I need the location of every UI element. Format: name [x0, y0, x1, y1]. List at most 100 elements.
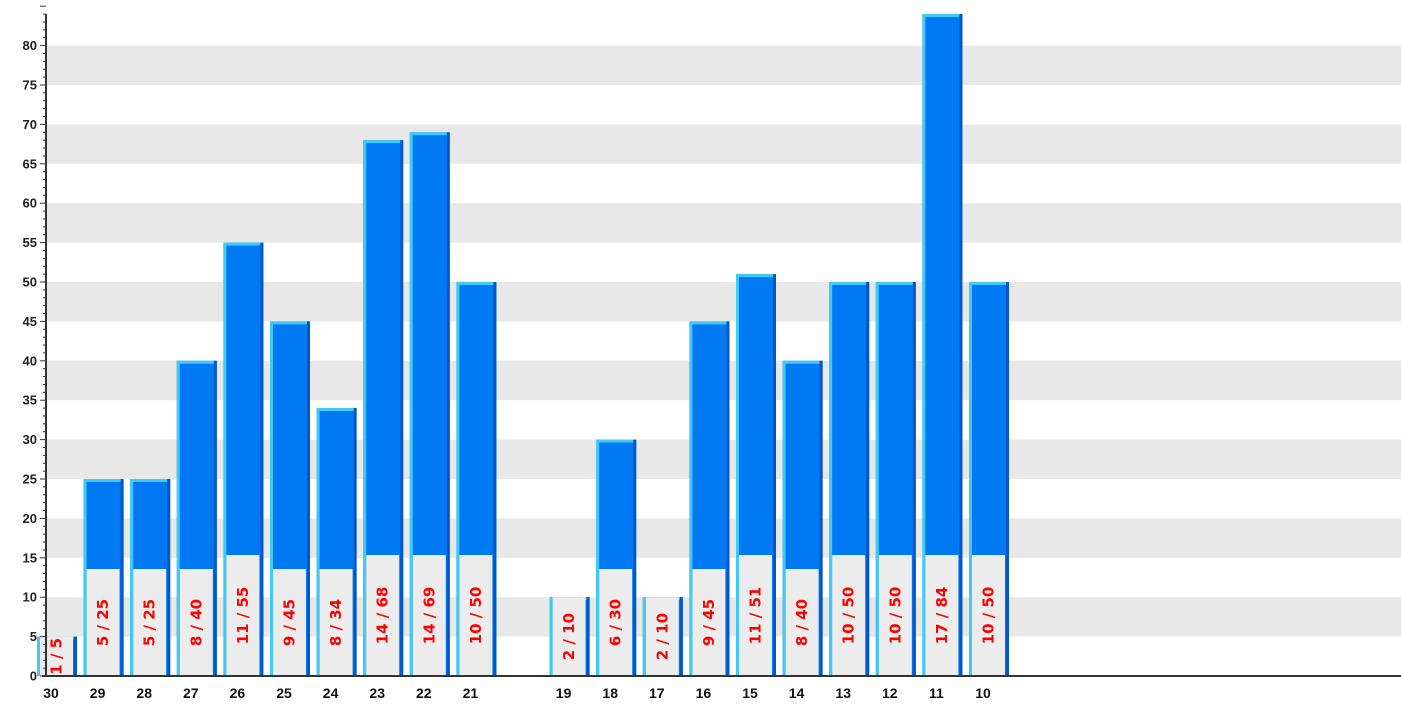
- bar-label-box: [645, 597, 679, 676]
- y-tick-label: 0: [30, 669, 37, 684]
- bar-label-box: [832, 555, 866, 676]
- y-tick-label: 70: [23, 117, 37, 132]
- y-tick-label: 20: [23, 511, 37, 526]
- bar-group: 8 / 40: [176, 360, 217, 676]
- bar-group: 10 / 50: [875, 282, 916, 676]
- axes: [40, 5, 1401, 677]
- bar-left-edge: [689, 321, 693, 676]
- bar-value-label: 5 / 25: [141, 599, 159, 646]
- bar-left-edge: [37, 636, 40, 676]
- bar-value-label: 17 / 84: [933, 587, 951, 645]
- x-tick-label: 24: [323, 685, 339, 701]
- bar-top-edge: [829, 282, 870, 285]
- x-tick-label: 10: [975, 685, 991, 701]
- bar-label-box: [878, 555, 912, 676]
- bar-group: 9 / 45: [689, 321, 730, 676]
- bars: 1 / 5 5 / 25 5 / 25 8 / 40 11 / 55 9 / 45 8 / …: [37, 14, 1009, 676]
- bar-top-edge: [969, 282, 1009, 285]
- y-tick-label: 65: [23, 156, 37, 171]
- bar-label-box: [739, 555, 772, 676]
- bar-right-edge: [446, 132, 450, 676]
- bar-right-edge: [400, 140, 404, 676]
- bar-left-edge: [922, 14, 926, 676]
- grid-band: [46, 282, 1401, 322]
- bar-left-edge: [782, 360, 786, 676]
- bar-left-edge: [456, 282, 460, 676]
- bar-right-edge: [120, 479, 124, 676]
- x-tick-label: 21: [463, 685, 479, 701]
- bar-top-edge: [782, 360, 823, 364]
- bar-right-edge: [493, 282, 497, 676]
- bar-value-label: 10 / 50: [840, 587, 858, 645]
- bar-label-box: [179, 569, 213, 676]
- bar-right-edge: [74, 636, 77, 676]
- bar-right-edge: [773, 274, 776, 676]
- bar-value-label: 2 / 10: [560, 613, 578, 660]
- y-tick-label: 80: [23, 38, 37, 53]
- bar-top-edge: [875, 282, 916, 285]
- bar-group: 8 / 40: [782, 360, 823, 676]
- bar-value-label: 5 / 25: [94, 599, 112, 646]
- bar-right-edge: [307, 321, 310, 676]
- x-tick-label: 22: [416, 685, 432, 701]
- bar-right-edge: [866, 282, 870, 676]
- x-tick-label: 19: [556, 685, 572, 701]
- bar-top-edge: [270, 321, 310, 325]
- y-tick-label: 25: [23, 472, 37, 487]
- bar-group: 2 / 10: [642, 597, 683, 676]
- bar-label-box: [552, 597, 586, 676]
- bar-left-edge: [363, 140, 367, 676]
- bar-left-edge: [223, 242, 227, 676]
- bar-group: 1 / 5: [37, 636, 77, 676]
- bar-left-edge: [176, 360, 180, 676]
- bar-value-label: 1 / 5: [48, 638, 66, 675]
- bar-right-edge: [353, 408, 357, 676]
- y-tick-label: 60: [23, 196, 37, 211]
- bar-top-edge: [922, 14, 963, 18]
- bar-group: 14 / 68: [363, 140, 404, 676]
- bar-left-edge: [316, 408, 320, 676]
- bar-right-edge: [260, 242, 264, 676]
- x-axis-ticks: 30 29 28 27 26 25 24 23 22 21 19 18 17 16 15 14 13 12 11 10: [43, 685, 991, 701]
- grid-band: [46, 203, 1401, 243]
- bar-top-edge: [456, 282, 497, 285]
- bar-value-label: 8 / 40: [793, 599, 811, 646]
- bar-label-box: [226, 555, 260, 676]
- bar-right-edge: [586, 597, 590, 676]
- x-tick-label: 28: [136, 685, 152, 701]
- bar-right-edge: [726, 321, 730, 676]
- bar-label-box: [785, 569, 819, 676]
- bar-left-edge: [969, 282, 972, 676]
- x-tick-label: 23: [369, 685, 385, 701]
- bar-value-label: 11 / 51: [747, 587, 765, 645]
- y-tick-label: 15: [23, 550, 37, 565]
- bar-right-edge: [213, 360, 217, 676]
- y-tick-label: 10: [23, 590, 37, 605]
- bar-right-edge: [819, 360, 823, 676]
- x-tick-label: 18: [602, 685, 618, 701]
- bar-value-label: 6 / 30: [607, 599, 625, 646]
- bar-top-edge: [316, 408, 357, 412]
- bar-left-edge: [270, 321, 273, 676]
- grid-band: [46, 124, 1401, 164]
- bar-value-label: 14 / 69: [420, 587, 438, 645]
- bar-top-edge: [596, 439, 637, 443]
- bar-group: 17 / 84: [922, 14, 963, 676]
- bar-group: 14 / 69: [409, 132, 450, 676]
- bar-top-edge: [363, 140, 404, 144]
- bar-group: 11 / 55: [223, 242, 264, 676]
- bar-right-edge: [1006, 282, 1009, 676]
- bar-group: 11 / 51: [736, 274, 776, 676]
- x-tick-label: 30: [43, 685, 59, 701]
- bar-left-edge: [549, 597, 553, 676]
- bar-label-box: [86, 569, 120, 676]
- x-tick-label: 16: [696, 685, 712, 701]
- bar-value-label: 8 / 40: [187, 599, 205, 646]
- y-tick-label: 55: [23, 235, 37, 250]
- bar-label-box: [319, 569, 353, 676]
- bar-value-label: 11 / 55: [234, 587, 252, 645]
- bar-left-edge: [642, 597, 646, 676]
- bar-top-edge: [83, 479, 124, 482]
